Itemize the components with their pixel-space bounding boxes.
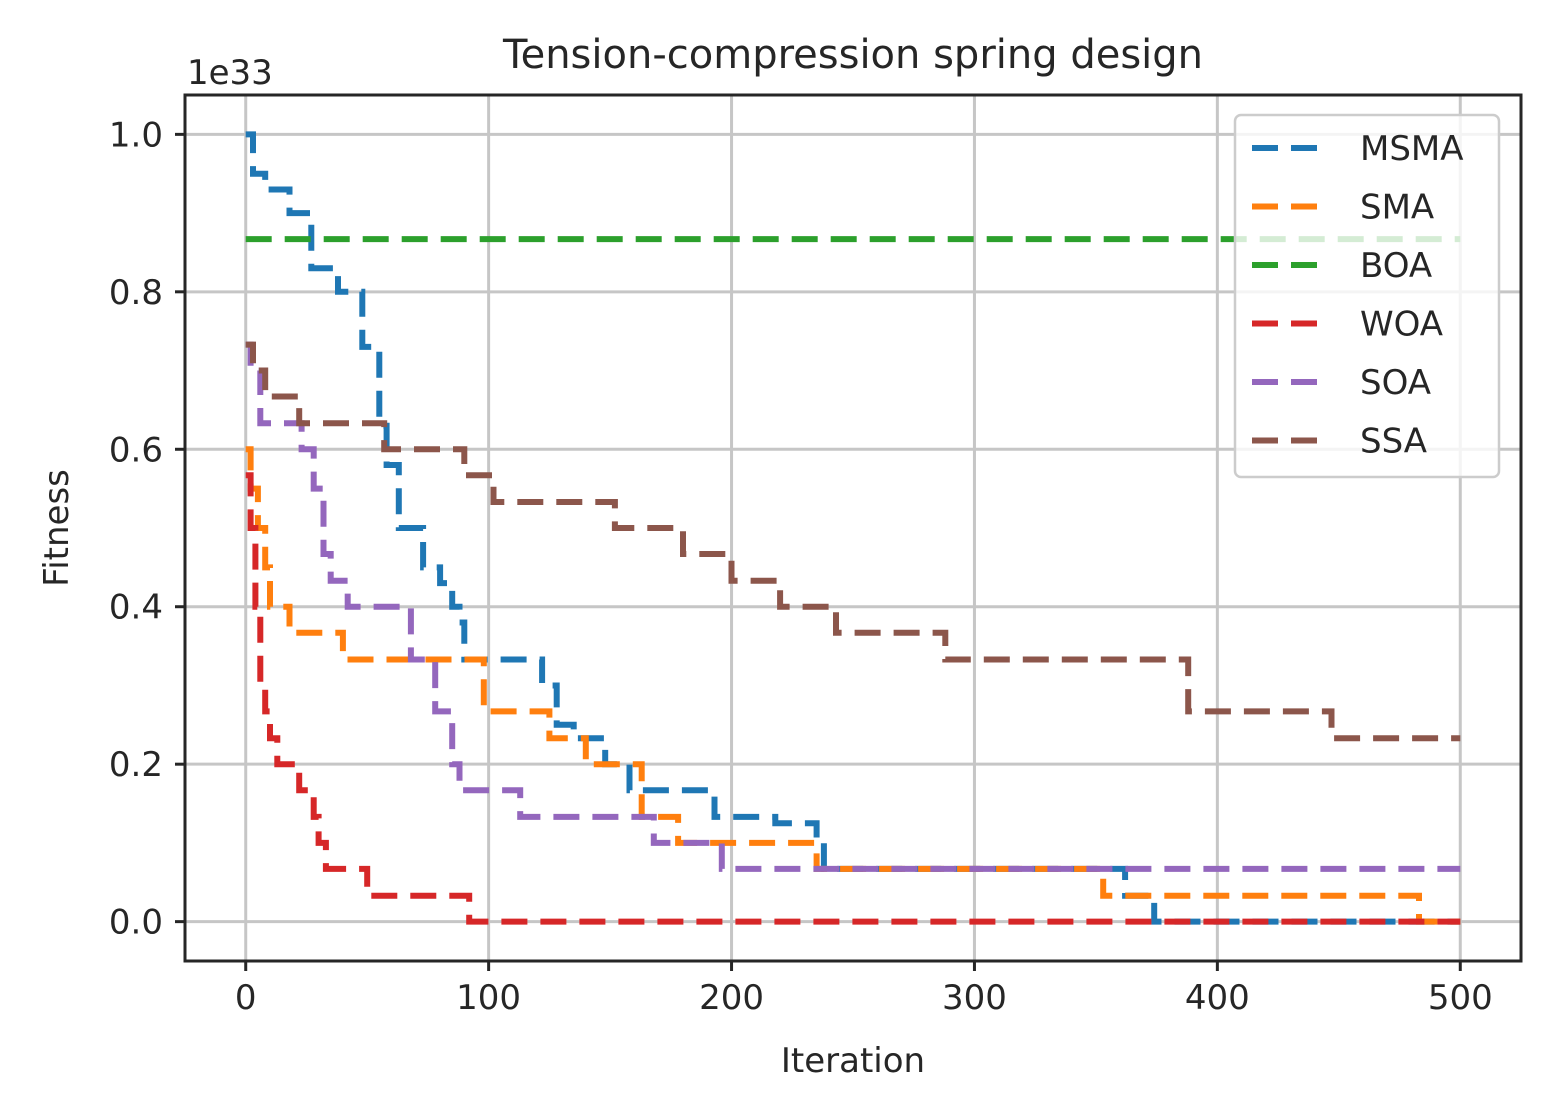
y-scale-note: 1e33 xyxy=(187,53,273,93)
legend-label-msma: MSMA xyxy=(1360,129,1464,169)
tick-layer: 0 100 200 300 400 500 0.0 0.2 0.4 0.6 0.8 1.0 xyxy=(109,115,1493,1018)
x-tick-label: 500 xyxy=(1428,978,1493,1018)
x-tick-label: 0 xyxy=(235,978,257,1018)
x-tick-label: 300 xyxy=(942,978,1007,1018)
series-layer xyxy=(245,131,1461,925)
legend: MSMA SMA BOA WOA SOA SSA xyxy=(1233,113,1501,479)
legend-label-sma: SMA xyxy=(1360,188,1434,228)
x-tick-label: 200 xyxy=(699,978,764,1018)
y-tick-label: 0.6 xyxy=(109,430,163,470)
legend-items: MSMA SMA BOA WOA SOA SSA xyxy=(1252,129,1464,462)
x-tick-label: 100 xyxy=(456,978,521,1018)
legend-label-ssa: SSA xyxy=(1360,422,1427,462)
x-axis-label: Iteration xyxy=(781,1041,925,1081)
legend-label-woa: WOA xyxy=(1360,305,1443,345)
y-tick-label: 1.0 xyxy=(109,115,163,155)
y-tick-label: 0.0 xyxy=(109,903,163,943)
series-line-sma xyxy=(245,446,1461,925)
legend-label-boa: BOA xyxy=(1360,246,1432,286)
legend-label-soa: SOA xyxy=(1360,363,1431,403)
y-tick-label: 0.2 xyxy=(109,745,163,785)
y-axis-label: Fitness xyxy=(37,469,77,587)
y-tick-label: 0.4 xyxy=(109,588,163,628)
series-line-msma xyxy=(245,131,1461,925)
y-tick-label: 0.8 xyxy=(109,273,163,313)
series-line-ssa xyxy=(245,341,1461,742)
plot-frame xyxy=(183,93,1523,963)
chart-title: Tension-compression spring design xyxy=(502,32,1203,78)
series-line-soa xyxy=(245,341,1461,872)
x-tick-label: 400 xyxy=(1185,978,1250,1018)
series-line-woa xyxy=(245,472,1461,925)
